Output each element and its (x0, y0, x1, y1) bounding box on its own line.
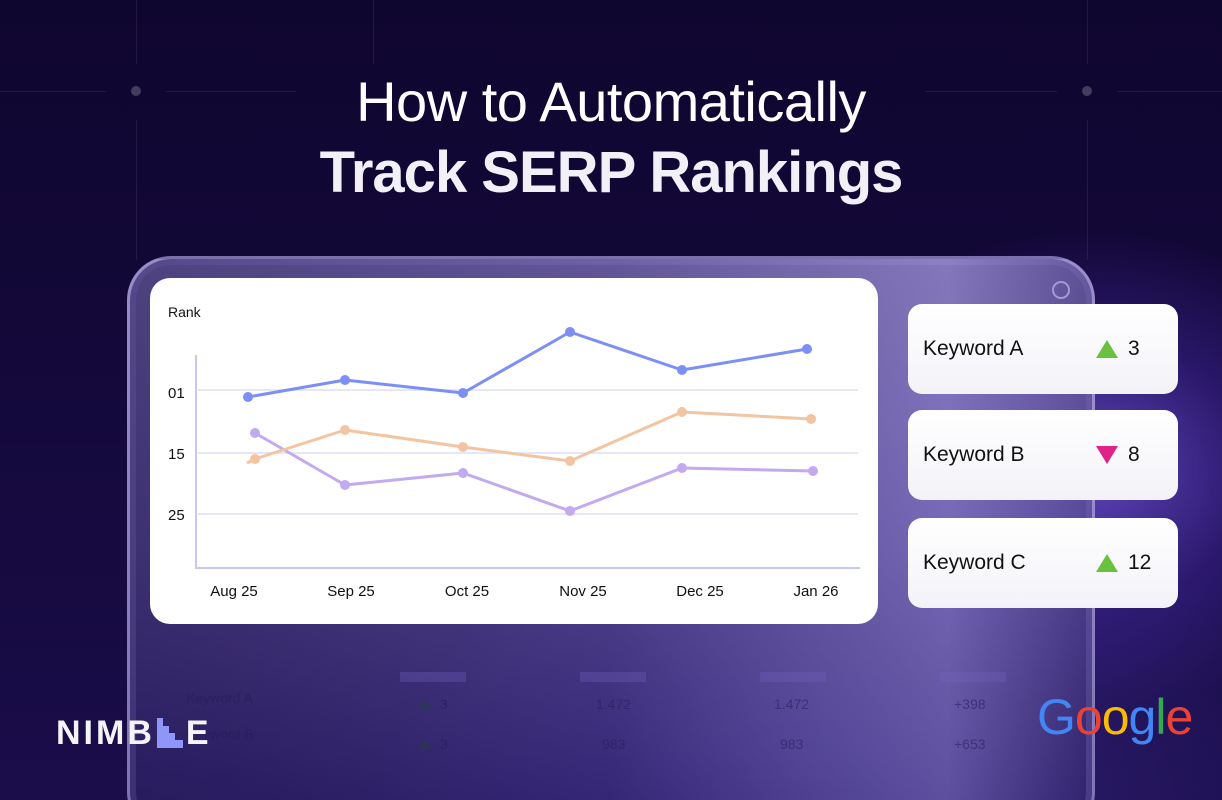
x-tick-label: Dec 25 (676, 583, 724, 600)
grid-line (373, 0, 374, 64)
down-arrow-icon (1096, 446, 1118, 464)
series-blue (243, 327, 812, 402)
keyword-card-a: Keyword A 3 (908, 304, 1178, 394)
camera-icon (1052, 281, 1070, 299)
title-line-1: How to Automatically (356, 70, 866, 133)
nimble-logo-text-end: E (185, 714, 212, 752)
title-line-2: Track SERP Rankings (319, 140, 904, 205)
grid-line (166, 91, 296, 92)
keyword-card-b: Keyword B 8 (908, 410, 1178, 500)
google-letter: l (1155, 689, 1166, 745)
y-tick-label: 15 (168, 446, 185, 463)
rank-line-chart: Rank 01 15 25 Aug 25 Sep 25 Oct 25 Nov 2… (168, 304, 860, 600)
x-tick-label: Aug 25 (210, 583, 258, 600)
series-purple (250, 428, 818, 516)
grid-line (1087, 0, 1088, 64)
grid-line (925, 91, 1057, 92)
rank-change: 3 (1128, 337, 1140, 360)
keyword-card-c: Keyword C 12 (908, 518, 1178, 608)
x-tick-label: Nov 25 (559, 583, 607, 600)
series-orange (246, 407, 816, 466)
grid-line (1117, 91, 1222, 92)
y-axis-label: Rank (168, 304, 202, 320)
rank-change: 8 (1128, 443, 1140, 466)
grid-line (1087, 120, 1088, 260)
grid-line (0, 91, 106, 92)
google-letter: G (1037, 689, 1076, 745)
rank-chart-card: Rank 01 15 25 Aug 25 Sep 25 Oct 25 Nov 2… (150, 278, 878, 624)
up-arrow-icon (1096, 554, 1118, 572)
grid-line (136, 0, 137, 64)
grid-line (136, 120, 137, 260)
y-tick-label: 25 (168, 507, 185, 524)
keyword-name: Keyword C (923, 551, 1026, 574)
google-letter: e (1165, 689, 1193, 745)
keyword-name: Keyword B (923, 443, 1025, 466)
x-tick-label: Sep 25 (327, 583, 375, 600)
google-logo: Google (1037, 688, 1193, 746)
google-letter: o (1101, 689, 1130, 745)
rank-change: 12 (1128, 551, 1152, 574)
grid-dot (131, 86, 141, 96)
x-tick-label: Jan 26 (793, 583, 838, 600)
google-letter: o (1074, 689, 1103, 745)
y-tick-label: 01 (168, 385, 185, 402)
google-letter: g (1128, 689, 1157, 745)
nimble-logo: NIMB E (56, 716, 212, 750)
nimble-logo-text: NIMB (56, 714, 155, 752)
page-title: How to Automatically Track SERP Rankings (0, 66, 1222, 208)
grid-dot (1082, 86, 1092, 96)
keyword-name: Keyword A (923, 337, 1024, 360)
stair-icon (156, 718, 183, 748)
up-arrow-icon (1096, 340, 1118, 358)
x-tick-label: Oct 25 (445, 583, 489, 600)
